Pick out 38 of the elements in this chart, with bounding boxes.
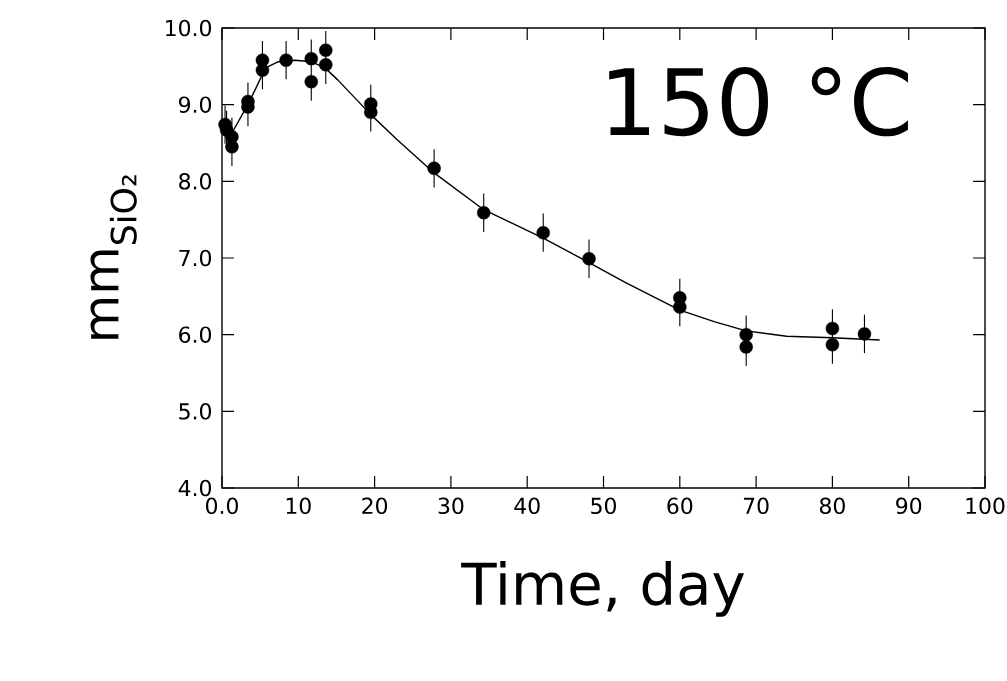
x-tick-label: 70 [743, 497, 769, 515]
point [825, 321, 840, 336]
point [739, 340, 753, 354]
point [279, 53, 293, 67]
x-tick-label: 80 [819, 497, 845, 515]
point [477, 206, 491, 220]
point [319, 58, 333, 72]
annotation: 150 °C [609, 66, 908, 137]
y-tick-label: 10.0 [166, 19, 212, 37]
y-tick-label: 4.0 [178, 479, 212, 497]
x-tick-label: 40 [514, 497, 540, 515]
y-tick-label: 9.0 [179, 96, 212, 113]
x-tick-label: 100 [966, 497, 1005, 515]
point [427, 161, 441, 175]
x-tick-label: 0.0 [206, 497, 238, 515]
y-tick-label: 7.0 [179, 249, 212, 267]
point [536, 226, 550, 240]
point [304, 51, 318, 66]
y-axis-title: mm$_{SiO₂}$ [90, 175, 137, 339]
x-tick-label: 30 [438, 497, 464, 515]
x-tick-label: 10 [286, 497, 311, 515]
x-axis-title: Time, day [461, 560, 745, 617]
x-tick-label: 50 [591, 497, 616, 515]
point [857, 327, 872, 341]
x-tick-label: 60 [667, 497, 693, 515]
point [225, 140, 239, 154]
point [304, 74, 318, 89]
point [319, 43, 333, 57]
x-tick-label: 90 [896, 497, 922, 515]
x-tick-label: 20 [362, 497, 388, 515]
point [582, 252, 596, 266]
y-tick-label: 6.0 [179, 326, 212, 343]
y-tick-label: 5.0 [179, 403, 212, 420]
point [673, 300, 687, 314]
y-tick-label: 8.0 [179, 173, 212, 190]
point [255, 63, 270, 77]
point [825, 337, 840, 352]
point [739, 327, 753, 342]
